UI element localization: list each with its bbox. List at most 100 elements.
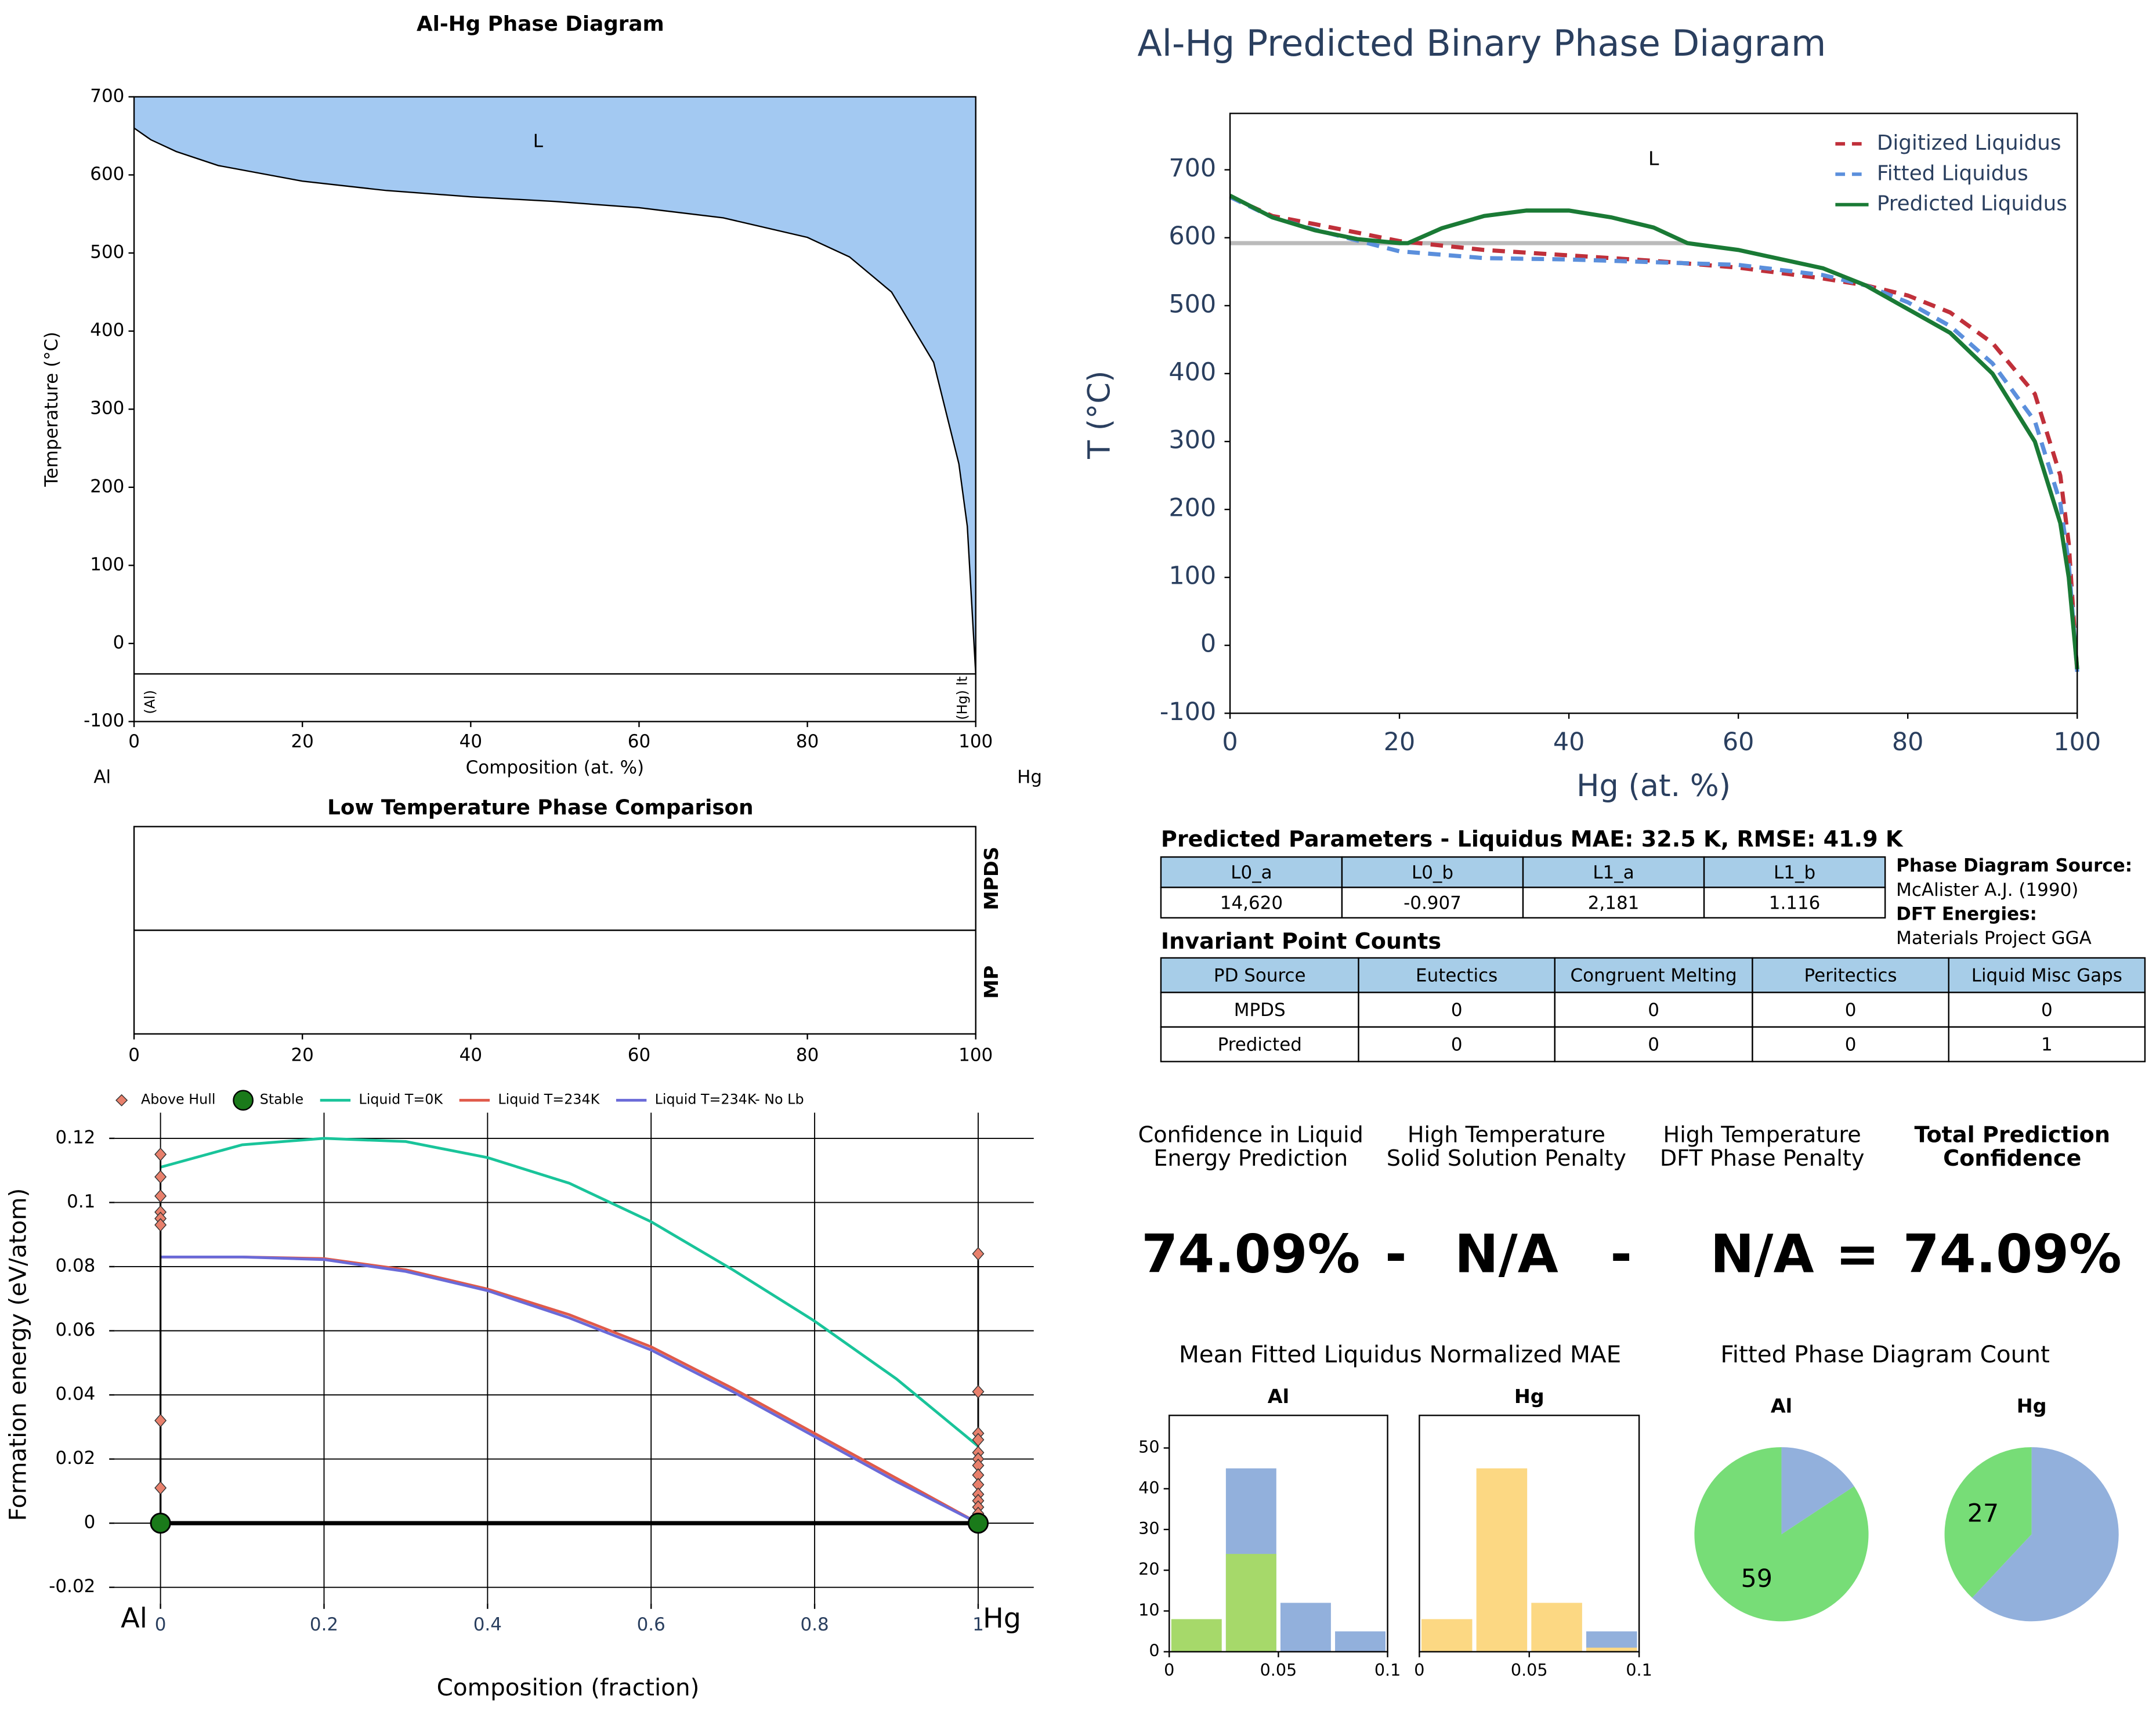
x-tick-label: 0.8 xyxy=(800,1614,829,1635)
subplot-title: Al xyxy=(1268,1385,1289,1408)
header-text: Liquid Misc Gaps xyxy=(1971,966,2122,986)
histogram-bar xyxy=(1171,1619,1222,1652)
cell-text: 14,620 xyxy=(1220,892,1283,913)
x-tick-label: 0.6 xyxy=(637,1614,665,1635)
legend-label: Digitized Liquidus xyxy=(1877,131,2061,155)
header-text: Congruent Melting xyxy=(1571,966,1737,986)
source-heading: Phase Diagram Source: xyxy=(1896,855,2132,876)
x-tick-label: 0.4 xyxy=(473,1614,502,1635)
annotation: L xyxy=(533,131,544,151)
confidence-label: DFT Phase Penalty xyxy=(1660,1145,1865,1171)
x-tick-label: 100 xyxy=(958,731,993,752)
slice-label: 27 xyxy=(1967,1499,1999,1528)
annotation: L xyxy=(1648,147,1659,170)
cell-text: MPDS xyxy=(1234,1000,1286,1021)
header-text: PD Source xyxy=(1214,966,1306,986)
table-header-cell xyxy=(1554,957,1753,993)
x-tick-label: 100 xyxy=(958,1045,993,1066)
cell-text: 0 xyxy=(1845,1035,1857,1055)
above-hull-point xyxy=(154,1170,167,1184)
table-cell xyxy=(1554,992,1753,1028)
table-cell xyxy=(1341,887,1524,919)
y-axis-label: Temperature (°C) xyxy=(41,332,62,487)
table-cell xyxy=(1948,1026,2146,1062)
x-tick-label: 0 xyxy=(155,1614,167,1635)
operator: - xyxy=(1385,1224,1407,1285)
source-value: Materials Project GGA xyxy=(1896,928,2092,949)
stable-point xyxy=(967,1513,989,1534)
subplot-title: Al xyxy=(1771,1395,1792,1418)
above-hull-point xyxy=(154,1218,167,1232)
y-tick-label: 40 xyxy=(1138,1478,1159,1498)
x-tick-label: 40 xyxy=(460,731,482,752)
x-tick-label: 0 xyxy=(1164,1660,1174,1680)
subplot-title: Hg xyxy=(2017,1395,2047,1418)
y-tick-label: 0.04 xyxy=(55,1384,95,1405)
confidence-value: 74.09% xyxy=(1141,1224,1360,1285)
pie-slice xyxy=(1972,1447,2119,1622)
endpoint-label: Al xyxy=(121,1603,147,1635)
y-tick-label: 30 xyxy=(1138,1518,1159,1538)
y-tick-label: -100 xyxy=(1160,697,1216,726)
confidence-label: Confidence in Liquid xyxy=(1138,1122,1363,1148)
y-tick-label: 300 xyxy=(90,398,124,419)
plot-frame xyxy=(1229,113,2078,714)
y-tick-label: -100 xyxy=(84,710,124,731)
y-tick-label: 0.08 xyxy=(55,1255,95,1276)
y-tick-label: 400 xyxy=(90,320,124,341)
table-cell xyxy=(1160,992,1359,1028)
confidence-value: 74.09% xyxy=(1903,1224,2122,1285)
y-tick-label: 0.02 xyxy=(55,1448,95,1469)
y-tick-label: 0.06 xyxy=(55,1319,95,1340)
y-tick-label: 20 xyxy=(1138,1559,1159,1579)
y-tick-label: 300 xyxy=(1169,425,1216,454)
liquidus-curve xyxy=(1229,195,2079,672)
y-tick-label: 0 xyxy=(1149,1641,1159,1661)
cell-text: 0 xyxy=(1451,1000,1463,1021)
legend-label: Fitted Liquidus xyxy=(1877,161,2028,185)
chart-title: Al-Hg Phase Diagram xyxy=(417,12,664,36)
x-tick-label: 100 xyxy=(2053,728,2101,757)
row-label: MPDS xyxy=(980,847,1003,910)
histogram-bar xyxy=(1335,1631,1386,1652)
slice-label: 59 xyxy=(1741,1564,1773,1593)
y-tick-label: 400 xyxy=(1169,357,1216,386)
annotation: (Al) xyxy=(142,690,158,714)
table-cell xyxy=(1522,887,1705,919)
y-tick-label: 50 xyxy=(1138,1437,1159,1457)
table-cell xyxy=(1358,992,1555,1028)
confidence-label: Energy Prediction xyxy=(1153,1145,1348,1171)
above-hull-point xyxy=(154,1481,167,1495)
y-tick-label: 0 xyxy=(84,1512,96,1533)
operator: = xyxy=(1836,1224,1880,1285)
y-tick-label: 700 xyxy=(1169,154,1216,183)
y-tick-label: 200 xyxy=(1169,494,1216,523)
legend-label: Liquid T=234K- No Lb xyxy=(655,1091,804,1108)
cell-text: 2,181 xyxy=(1588,892,1640,913)
y-tick-label: 500 xyxy=(1169,290,1216,319)
cell-text: 1 xyxy=(2041,1035,2053,1055)
annotation: (Hg) lt xyxy=(954,677,970,720)
cell-text: Predicted xyxy=(1218,1035,1302,1055)
cell-text: 0 xyxy=(1845,1000,1857,1021)
y-tick-label: 10 xyxy=(1138,1600,1159,1619)
x-tick-label: 60 xyxy=(1723,728,1755,757)
cell-text: -0.907 xyxy=(1403,892,1462,913)
x-tick-label: 0.1 xyxy=(1374,1660,1401,1680)
endpoint-label: Hg xyxy=(983,1603,1021,1635)
table-cell xyxy=(1752,1026,1949,1062)
y-axis-label: T (°C) xyxy=(1081,371,1117,460)
table-header-cell xyxy=(1752,957,1949,993)
chart-title: Mean Fitted Liquidus Normalized MAE xyxy=(1179,1340,1621,1368)
y-tick-label: -0.02 xyxy=(49,1576,95,1597)
legend-marker xyxy=(233,1090,254,1111)
above-hull-point xyxy=(972,1247,985,1261)
histogram-bar xyxy=(1280,1603,1331,1652)
source-value: McAlister A.J. (1990) xyxy=(1896,880,2078,901)
subplot-title: Hg xyxy=(1514,1385,1544,1408)
legend-label: Liquid T=0K xyxy=(359,1091,443,1108)
y-tick-label: 600 xyxy=(1169,222,1216,251)
x-tick-label: 0 xyxy=(1222,728,1238,757)
legend-label: Above Hull xyxy=(141,1091,216,1108)
